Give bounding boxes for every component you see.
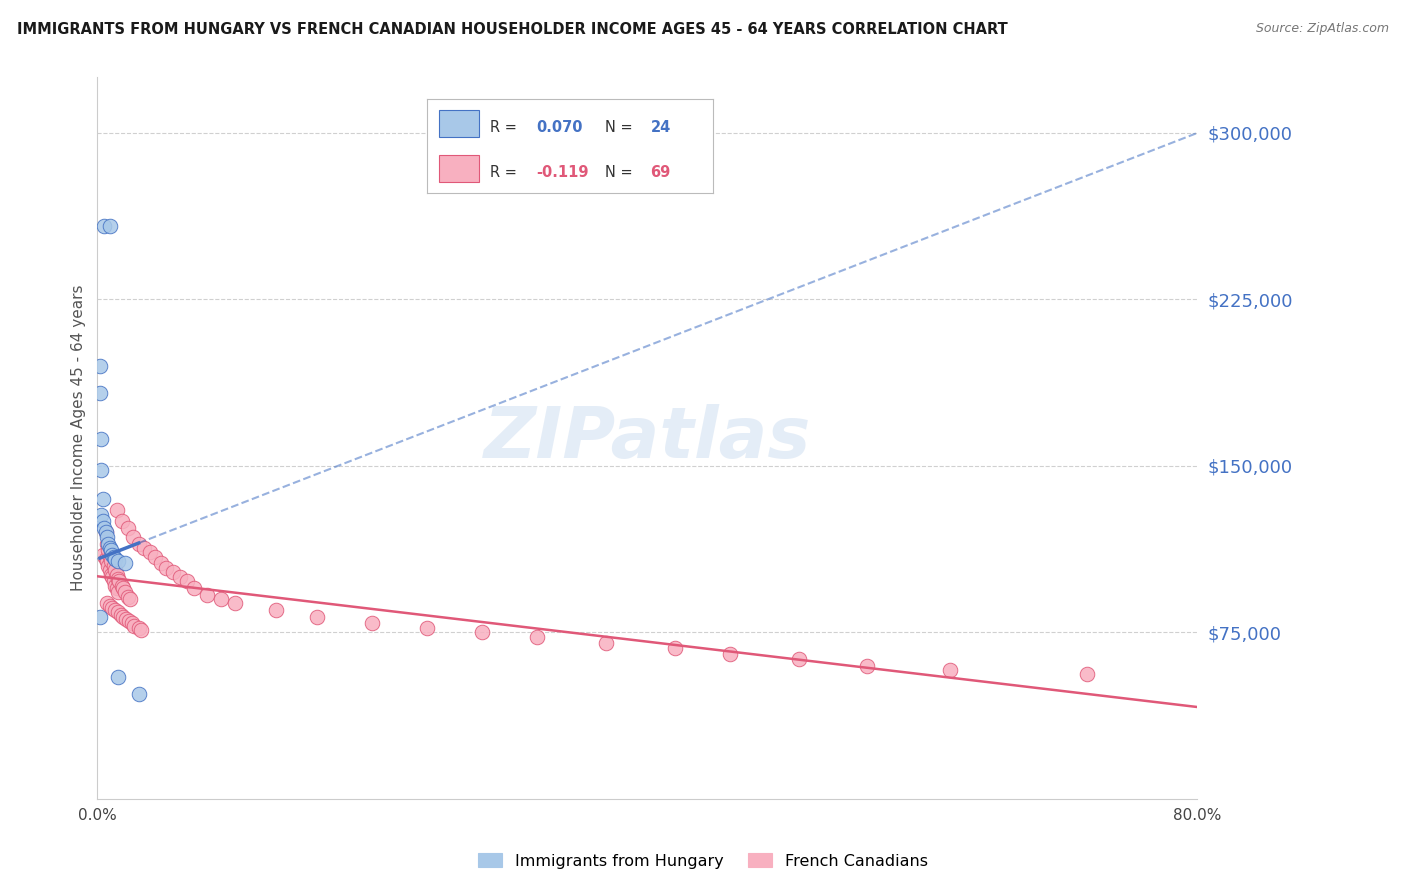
Point <box>93 219 115 234</box>
Point <box>105 503 128 517</box>
Point <box>94 525 117 540</box>
Point <box>107 554 129 568</box>
Point <box>104 563 127 577</box>
Point <box>111 579 134 593</box>
Point <box>90 508 112 522</box>
Point <box>183 581 205 595</box>
Point <box>100 567 122 582</box>
Point <box>162 566 184 580</box>
Text: Source: ZipAtlas.com: Source: ZipAtlas.com <box>1256 22 1389 36</box>
Point <box>97 558 120 573</box>
Point <box>112 609 135 624</box>
Point <box>471 625 494 640</box>
Point <box>90 463 112 477</box>
Point <box>111 514 134 528</box>
Point <box>89 609 111 624</box>
Point <box>101 570 124 584</box>
Point <box>117 521 139 535</box>
Point <box>105 581 128 595</box>
Legend: Immigrants from Hungary, French Canadians: Immigrants from Hungary, French Canadian… <box>472 847 934 875</box>
Point <box>93 521 115 535</box>
Point <box>120 592 142 607</box>
Point <box>112 581 135 595</box>
Point <box>91 548 114 562</box>
Point <box>103 549 125 564</box>
Point <box>155 561 177 575</box>
Point <box>114 585 136 599</box>
Point <box>115 612 138 626</box>
Point <box>117 590 139 604</box>
Point <box>98 549 121 564</box>
Point <box>787 652 810 666</box>
Point <box>939 663 962 677</box>
Point <box>176 574 198 589</box>
Point <box>96 554 118 568</box>
Point <box>100 554 122 568</box>
Point <box>96 597 118 611</box>
Point <box>195 588 218 602</box>
Point <box>856 658 879 673</box>
Point <box>149 557 172 571</box>
Point <box>107 572 129 586</box>
Point <box>98 599 121 613</box>
Point <box>128 688 150 702</box>
Point <box>101 548 124 562</box>
Point <box>104 603 127 617</box>
Text: ZIPatlas: ZIPatlas <box>484 403 811 473</box>
Point <box>143 549 166 564</box>
Point <box>138 545 160 559</box>
Point <box>264 603 287 617</box>
Point <box>416 621 439 635</box>
Point <box>122 530 145 544</box>
Point <box>664 640 686 655</box>
Point <box>104 552 127 566</box>
Point <box>91 492 114 507</box>
Point <box>96 536 118 550</box>
Point <box>104 579 127 593</box>
Point <box>114 557 136 571</box>
Point <box>108 574 131 589</box>
Point <box>94 525 117 540</box>
Point <box>107 605 129 619</box>
Point <box>128 621 150 635</box>
Point <box>307 609 329 624</box>
Point <box>209 592 232 607</box>
Point <box>132 541 155 555</box>
Point <box>526 630 548 644</box>
Point <box>90 432 112 446</box>
Point <box>98 219 121 234</box>
Point <box>98 563 121 577</box>
Point <box>91 514 114 528</box>
Point <box>97 536 120 550</box>
Point <box>224 597 246 611</box>
Point <box>89 385 111 400</box>
Point <box>96 530 118 544</box>
Point <box>110 607 132 622</box>
Point <box>107 585 129 599</box>
Text: IMMIGRANTS FROM HUNGARY VS FRENCH CANADIAN HOUSEHOLDER INCOME AGES 45 - 64 YEARS: IMMIGRANTS FROM HUNGARY VS FRENCH CANADI… <box>17 22 1008 37</box>
Point <box>94 552 117 566</box>
Point <box>1076 667 1098 681</box>
Point <box>103 574 125 589</box>
Point <box>97 543 120 558</box>
Point <box>100 543 122 558</box>
Point <box>103 558 125 573</box>
Point <box>118 614 141 628</box>
Point <box>105 567 128 582</box>
Y-axis label: Householder Income Ages 45 - 64 years: Householder Income Ages 45 - 64 years <box>72 285 86 591</box>
Point <box>107 670 129 684</box>
Point <box>718 648 741 662</box>
Point <box>169 570 191 584</box>
Point <box>89 359 111 373</box>
Point <box>121 616 143 631</box>
Point <box>124 618 146 632</box>
Point <box>128 536 150 550</box>
Point <box>131 623 153 637</box>
Point <box>101 600 124 615</box>
Point <box>98 541 121 555</box>
Point <box>595 636 617 650</box>
Point <box>361 616 384 631</box>
